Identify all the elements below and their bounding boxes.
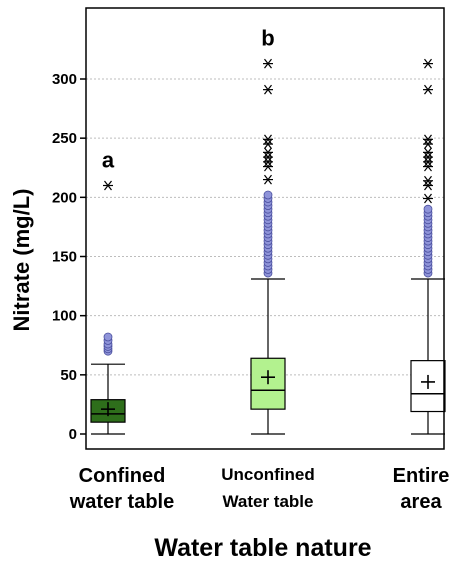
y-tick-label: 300	[52, 71, 77, 88]
extreme-stroke	[264, 161, 272, 172]
extreme-point	[423, 175, 433, 186]
extreme-point	[263, 58, 273, 69]
plot-frame	[85, 7, 445, 450]
extreme-point	[423, 58, 433, 69]
extreme-stroke	[264, 58, 272, 69]
extreme-stroke	[264, 152, 272, 162]
extreme-stroke	[264, 134, 272, 145]
y-axis-title: Nitrate (mg/L)	[9, 189, 34, 332]
extreme-stroke	[424, 193, 432, 204]
category-labels: Confined water table Unconfined Water table…	[69, 465, 450, 513]
y-tick-label: 0	[69, 426, 77, 443]
extreme-stroke	[424, 134, 432, 145]
y-tick-label: 250	[52, 130, 77, 147]
extreme-stroke	[424, 147, 432, 158]
extreme-stroke	[264, 84, 272, 95]
extreme-point	[423, 161, 433, 172]
extreme-point	[423, 139, 433, 149]
extreme-stroke	[424, 58, 432, 69]
extreme-stroke	[264, 139, 272, 149]
category-label-line1: Entire	[393, 465, 450, 487]
category-label-line2: Water table	[222, 492, 313, 511]
outlier-point	[423, 204, 433, 214]
box-group	[410, 58, 446, 435]
extreme-stroke	[424, 152, 432, 162]
extreme-stroke	[104, 180, 112, 191]
category-label-line2: area	[400, 491, 442, 513]
extreme-stroke	[424, 161, 432, 172]
extreme-stroke	[264, 156, 272, 167]
extreme-point	[423, 84, 433, 95]
significance-letter: a	[102, 148, 115, 173]
extreme-point	[263, 174, 273, 185]
y-tick-label: 150	[52, 249, 77, 266]
extreme-point	[423, 156, 433, 167]
y-ticks: 0 50 100 150 200 250 300	[52, 71, 86, 443]
extreme-point	[423, 147, 433, 158]
extreme-point	[263, 134, 273, 145]
extreme-point	[263, 156, 273, 167]
y-tick-label: 50	[60, 367, 77, 384]
extreme-point	[263, 161, 273, 172]
extreme-point	[103, 180, 113, 191]
extreme-stroke	[424, 175, 432, 186]
extreme-stroke	[264, 147, 272, 158]
extreme-point	[423, 180, 433, 191]
extreme-stroke	[424, 84, 432, 95]
extreme-point	[263, 152, 273, 162]
extreme-point	[423, 134, 433, 145]
extreme-stroke	[264, 174, 272, 185]
significance-letter: b	[261, 26, 274, 51]
box-group: b	[250, 26, 286, 435]
x-axis-title: Water table nature	[154, 534, 371, 562]
outlier-point	[263, 190, 273, 200]
extreme-point	[423, 193, 433, 204]
category-label-line2: water table	[69, 491, 174, 513]
outlier-point	[103, 332, 113, 342]
category-label-line1: Unconfined	[221, 465, 315, 484]
extreme-stroke	[424, 139, 432, 149]
y-tick-label: 200	[52, 189, 77, 206]
category-label-line1: Confined	[79, 465, 166, 487]
extreme-point	[423, 152, 433, 162]
extreme-point	[263, 84, 273, 95]
y-tick-label: 100	[52, 308, 77, 325]
boxes: ab	[90, 26, 446, 435]
extreme-stroke	[424, 180, 432, 191]
box-group: a	[90, 148, 126, 435]
extreme-point	[263, 139, 273, 149]
extreme-stroke	[424, 156, 432, 167]
extreme-point	[263, 147, 273, 158]
